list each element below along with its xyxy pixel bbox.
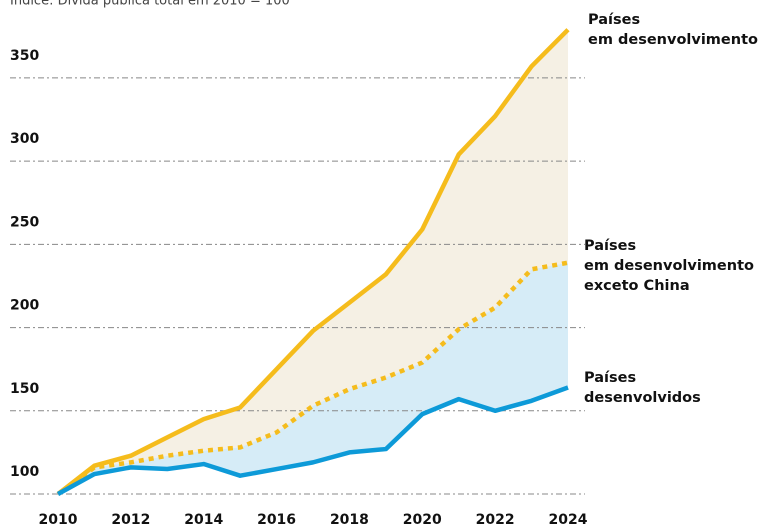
series-label: Países em desenvolvimento exceto China <box>584 238 754 294</box>
x-tick-label: 2022 <box>476 512 515 528</box>
series-label: Países desenvolvidos <box>584 370 701 406</box>
series-line <box>56 260 569 496</box>
series-label: Países em desenvolvimento <box>588 12 758 48</box>
x-tick-label: 2012 <box>111 512 150 528</box>
areas <box>58 29 568 495</box>
x-tick-label: 2024 <box>549 512 588 528</box>
x-tick-label: 2018 <box>330 512 369 528</box>
series-line <box>56 385 569 496</box>
y-tick-label: 100 <box>10 464 39 480</box>
y-tick-label: 150 <box>10 381 39 397</box>
y-tick-label: 250 <box>10 214 39 230</box>
area-band <box>58 29 568 495</box>
x-tick-label: 2014 <box>184 512 223 528</box>
y-tick-label: 200 <box>10 298 39 314</box>
series-line <box>56 28 570 496</box>
x-tick-label: 2020 <box>403 512 442 528</box>
y-tick-label: 300 <box>10 131 39 147</box>
y-tick-label: 350 <box>10 48 39 64</box>
lines <box>56 260 569 496</box>
subtitle: Índice: Dívida pública total em 2010 = 1… <box>10 0 290 9</box>
x-tick-label: 2016 <box>257 512 296 528</box>
x-tick-label: 2010 <box>39 512 78 528</box>
